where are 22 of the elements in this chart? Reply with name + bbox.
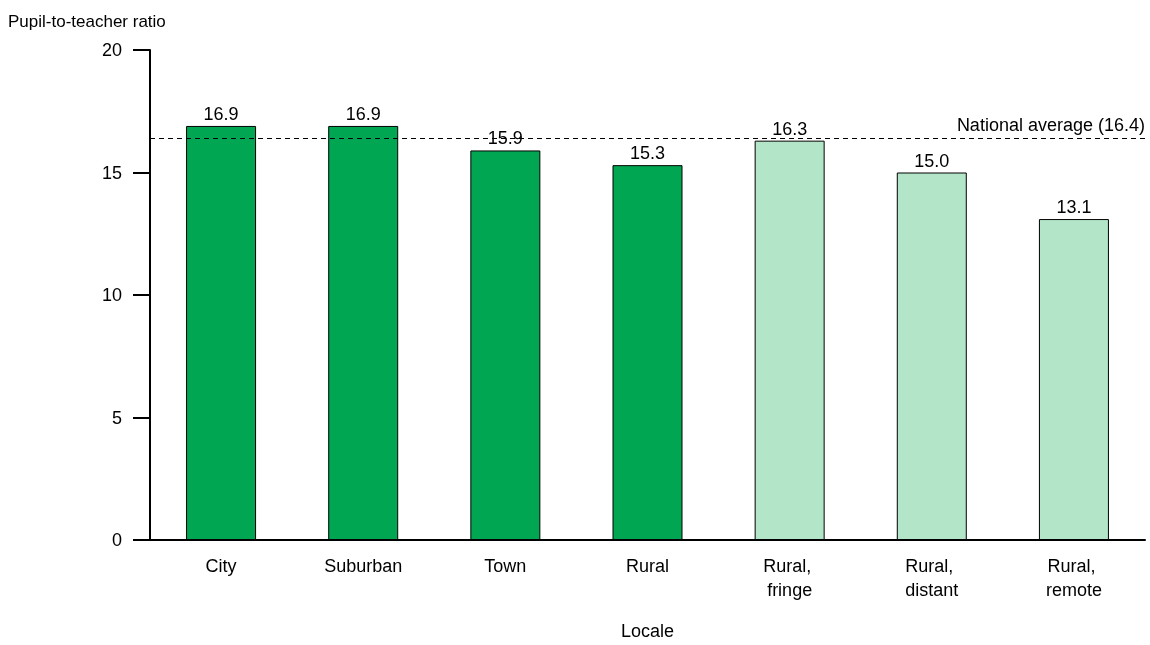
data-label: 15.0: [914, 150, 950, 171]
x-tick-label: Rural, fringe: [763, 556, 817, 600]
x-tick-label: Rural, distant: [905, 556, 959, 600]
ref-line-label: National average (16.4): [956, 115, 1145, 136]
x-tick-label: Rural: [625, 556, 670, 576]
y-tick-label: 15: [101, 162, 122, 183]
data-label: 16.9: [203, 103, 239, 124]
data-label: 16.3: [772, 118, 808, 139]
y-tick-label: 20: [101, 40, 122, 60]
y-axis-title: Pupil-to-teacher ratio: [8, 12, 166, 31]
x-tick-label: Rural, remote: [1045, 556, 1102, 600]
x-tick-label: City: [205, 556, 237, 576]
x-tick-label: Suburban: [324, 556, 403, 576]
y-tick-label: 10: [101, 285, 122, 305]
data-label: 15.9: [487, 128, 523, 149]
data-label: 15.3: [629, 143, 666, 164]
data-label: 16.9: [345, 103, 381, 124]
y-tick-label: 5: [111, 407, 122, 428]
x-tick-label: Town: [484, 556, 527, 576]
x-axis-title: Locale: [620, 621, 675, 641]
y-tick-label: 0: [111, 530, 122, 550]
data-label: 13.1: [1056, 197, 1092, 218]
